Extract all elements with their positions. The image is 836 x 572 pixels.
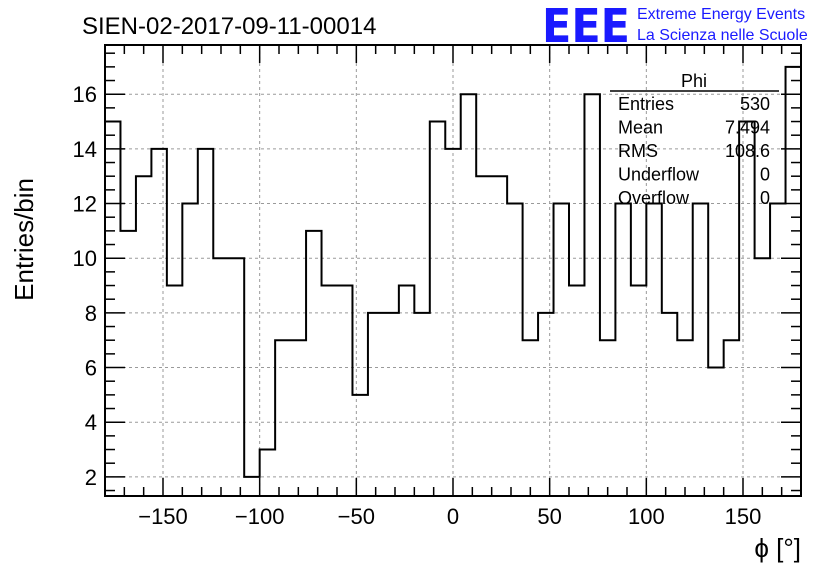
y-axis-tick-labels: 2 4 6 8 10 12 14 16 [73,82,97,490]
stats-label: RMS [618,141,658,161]
stats-label: Entries [618,94,674,114]
histogram-bin [105,122,120,496]
y-tick-label: 4 [85,410,97,435]
y-tick-label: 14 [73,137,97,162]
y-tick-label: 16 [73,82,97,107]
histogram-bin [445,149,460,496]
histogram-step-line [105,65,802,478]
histogram-bin [198,149,213,496]
x-tick-label: 0 [447,504,459,529]
eee-logo: EEE Extreme Energy Events La Scienza nel… [542,0,808,53]
run-title: SIEN-02-2017-09-11-00014 [82,13,376,40]
histogram-bin [229,258,244,496]
x-tick-label: −50 [338,504,375,529]
histogram-bin [677,340,692,496]
histogram-bin [554,204,569,496]
histogram-bin [631,286,646,496]
axis-ticks [104,45,802,496]
histogram-bin [151,149,166,496]
x-tick-label: 150 [725,504,762,529]
stats-label: Mean [618,118,663,138]
y-tick-label: 10 [73,246,97,271]
x-tick-label: 100 [628,504,665,529]
histogram-bin [306,231,321,496]
y-tick-label: 12 [73,192,97,217]
histogram-bin [430,122,445,496]
histogram-bin [461,94,476,496]
stats-rows: Entries 530 Mean 7.494 RMS 108.6 Underflow 0 Ove… [618,94,770,208]
histogram-bin [569,286,584,496]
histogram-bin [615,204,630,496]
x-axis-tick-labels: −150 −100 −50 0 50 100 150 [138,504,761,529]
histogram-bin [786,67,801,496]
histogram-bin [213,258,228,496]
histogram-bin [693,204,708,496]
histogram-bin [352,395,367,496]
logo-line-1: Extreme Energy Events [637,6,805,23]
histogram-bin [476,176,491,496]
stats-value: 530 [740,94,770,114]
histogram-bin [120,231,135,496]
x-axis-title: ϕ [°] [754,533,801,563]
stats-value: 7.494 [725,118,770,138]
stats-value: 0 [760,188,770,208]
x-tick-label: 50 [537,504,561,529]
stats-value: 0 [760,165,770,185]
histogram-bin [755,258,770,496]
histogram-bin [399,286,414,496]
histogram-bin [275,340,290,496]
histogram-bin [662,313,677,496]
histogram-bin [708,368,723,496]
y-tick-label: 2 [85,465,97,490]
histogram-bin [291,340,306,496]
histogram-bin [646,204,661,496]
histogram-bin [167,286,182,496]
histogram-bin [368,313,383,496]
stats-label: Overflow [618,188,690,208]
histogram-bin [584,94,599,496]
y-tick-label: 6 [85,356,97,381]
histogram-bin [492,176,507,496]
x-tick-label: −150 [138,504,188,529]
histogram-bin [739,122,754,496]
stats-value: 108.6 [725,141,770,161]
histogram-bin [260,450,275,496]
y-tick-label: 8 [85,301,97,326]
logo-line-2: La Scienza nelle Scuole [637,27,808,44]
x-tick-label: −100 [235,504,285,529]
histogram-bin [322,286,337,496]
histogram-bin [182,204,197,496]
stats-label: Underflow [618,165,700,185]
histogram-bin [523,340,538,496]
histogram-bin [244,477,259,496]
histogram-bin [724,340,739,496]
stats-box: Phi Entries 530 Mean 7.494 RMS 108.6 Underflow… [610,71,779,208]
histogram-bin [337,286,352,496]
histogram-bin [414,313,429,496]
histogram-bin [383,313,398,496]
histogram-bin [507,204,522,496]
logo-letters: EEE [542,0,630,53]
histogram-bin [136,176,151,496]
histogram-bin [770,204,785,496]
histogram-bin [538,313,553,496]
histogram-bin [600,340,615,496]
y-axis-title: Entries/bin [9,178,39,301]
stats-title: Phi [681,71,707,91]
